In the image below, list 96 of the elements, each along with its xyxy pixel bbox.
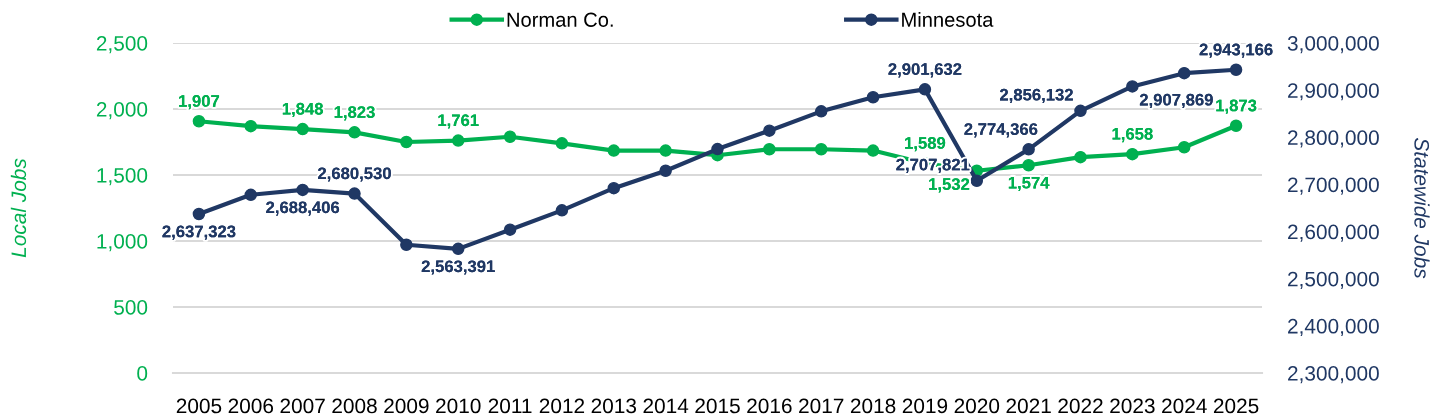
point	[400, 238, 413, 252]
legend-label: Norman Co.	[507, 12, 613, 27]
point	[244, 188, 258, 202]
point	[814, 105, 828, 118]
x-tick-label: 2023	[1110, 398, 1155, 414]
point	[192, 115, 206, 128]
y-tick-label: 1,000	[97, 234, 148, 252]
y-tick-label: 2,500	[96, 36, 148, 54]
point	[607, 144, 621, 157]
x-tick-label: 2024	[1162, 398, 1207, 414]
y-tick-label: 500	[114, 300, 148, 315]
data-label: 2,907,869	[1139, 93, 1213, 109]
y2-tick-label: 2,900,000	[1288, 83, 1379, 101]
data-label: 1,761	[438, 114, 479, 129]
x-tick-label: 2008	[332, 398, 377, 414]
point	[192, 207, 206, 221]
x-tick-label: 2010	[436, 398, 481, 414]
data-label: 2,856,132	[1000, 88, 1073, 103]
point	[866, 90, 880, 104]
x-tick-label: 2005	[176, 398, 222, 414]
point	[918, 83, 932, 96]
point	[400, 135, 413, 149]
data-label: 1,823	[334, 106, 375, 121]
data-label: 1,532	[929, 178, 970, 193]
y-tick-label: 0	[137, 366, 148, 381]
point	[1229, 63, 1243, 77]
y2-axis-title: Statewide Jobs	[1414, 137, 1430, 279]
point	[1229, 119, 1243, 133]
point	[1177, 141, 1191, 154]
y2-tick-label: 2,700,000	[1288, 177, 1379, 195]
point	[1126, 147, 1139, 161]
point	[555, 137, 569, 150]
point	[451, 134, 465, 147]
point	[1022, 143, 1035, 156]
data-label: 1,848	[282, 102, 323, 118]
point	[451, 242, 465, 256]
data-label: 1,589	[905, 137, 946, 152]
data-label: 1,574	[1008, 176, 1050, 191]
y2-tick-label: 2,800,000	[1288, 130, 1379, 148]
point	[296, 122, 309, 136]
data-label: 2,680,530	[318, 167, 391, 182]
x-tick-label: 2006	[228, 398, 274, 414]
y2-tick-label: 2,600,000	[1288, 224, 1379, 242]
x-tick-label: 2009	[384, 398, 429, 414]
x-tick-label: 2019	[902, 398, 948, 414]
y2-tick-label: 2,300,000	[1288, 366, 1379, 384]
y-axis-title: Local Jobs	[10, 158, 27, 258]
x-tick-label: 2012	[539, 398, 585, 414]
point	[814, 143, 828, 156]
legend-label: Minnesota	[902, 12, 994, 27]
x-tick-label: 2016	[747, 398, 792, 414]
point	[348, 187, 361, 200]
point	[244, 119, 258, 133]
data-label: 1,907	[179, 95, 220, 110]
point	[866, 144, 880, 157]
point	[659, 164, 672, 178]
point	[348, 126, 361, 139]
data-label: 2,774,366	[964, 123, 1038, 138]
point	[763, 124, 776, 137]
point	[1177, 66, 1191, 80]
x-tick-label: 2007	[280, 398, 325, 414]
data-label: 1,658	[1112, 127, 1153, 143]
x-tick-label: 2014	[643, 398, 689, 414]
y2-tick-label: 2,400,000	[1288, 318, 1379, 337]
point	[296, 183, 309, 197]
point	[1074, 150, 1087, 164]
point	[607, 181, 621, 195]
data-label: 2,637,323	[162, 225, 236, 240]
y-tick-label: 2,000	[96, 102, 148, 120]
point	[763, 143, 776, 156]
x-tick-label: 2022	[1058, 398, 1103, 414]
point	[970, 174, 984, 187]
point	[503, 130, 517, 143]
x-tick-label: 2021	[1006, 398, 1051, 414]
data-label: 2,688,406	[266, 201, 340, 216]
x-tick-label: 2018	[850, 398, 896, 414]
point	[1022, 158, 1035, 172]
point	[503, 223, 517, 236]
data-label: 2,901,632	[888, 63, 962, 78]
point	[1126, 80, 1139, 93]
data-label: 2,563,391	[421, 260, 495, 275]
x-tick-label: 2015	[695, 398, 740, 414]
x-tick-label: 2025	[1213, 398, 1259, 414]
x-tick-label: 2020	[954, 398, 1000, 414]
x-tick-label: 2013	[591, 398, 637, 414]
x-tick-label: 2011	[488, 398, 532, 414]
y-tick-label: 1,500	[97, 168, 148, 186]
point	[659, 144, 672, 157]
point	[555, 204, 569, 217]
y2-tick-label: 2,500,000	[1288, 271, 1379, 289]
point	[711, 142, 724, 156]
x-tick-label: 2017	[799, 398, 844, 414]
point	[1074, 104, 1087, 118]
data-label: 1,873	[1216, 99, 1257, 114]
data-label: 2,943,166	[1199, 43, 1273, 58]
y2-tick-label: 3,000,000	[1287, 36, 1379, 54]
